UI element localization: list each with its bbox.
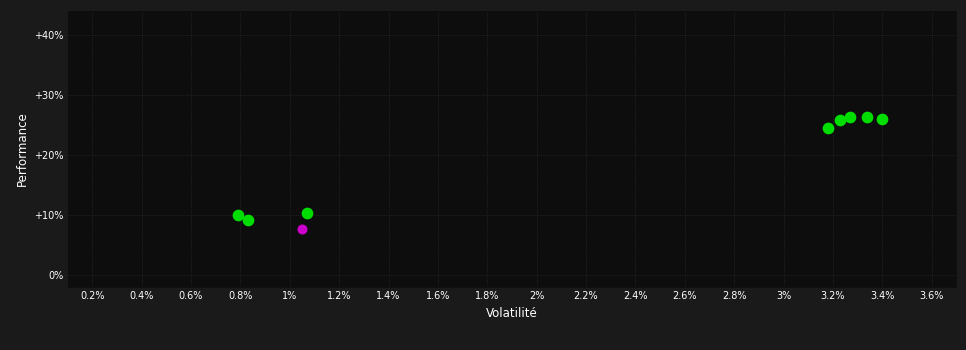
Point (833, 118, 848, 123)
Y-axis label: Performance: Performance (15, 111, 28, 186)
Point (299, 210, 315, 216)
Point (874, 116, 890, 121)
Point (295, 226, 310, 232)
Point (860, 114, 875, 120)
Point (230, 213, 245, 218)
Point (820, 125, 836, 131)
X-axis label: Volatilité: Volatilité (486, 307, 538, 320)
Point (241, 217, 256, 223)
Point (842, 114, 858, 120)
